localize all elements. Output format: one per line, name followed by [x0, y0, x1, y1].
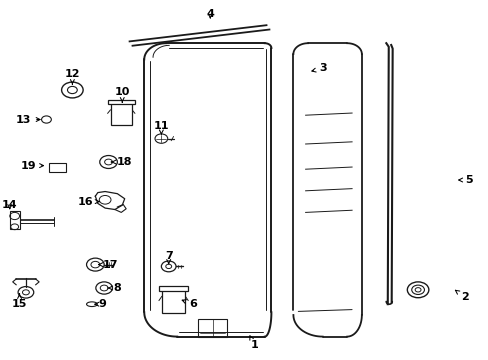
- Text: 4: 4: [206, 9, 214, 19]
- Bar: [110, 102, 132, 125]
- Text: 2: 2: [454, 290, 468, 302]
- Bar: [159, 286, 188, 291]
- Text: 3: 3: [311, 63, 326, 73]
- Text: 11: 11: [153, 121, 169, 134]
- Text: 7: 7: [164, 251, 172, 264]
- Text: 18: 18: [111, 157, 132, 167]
- Text: 5: 5: [458, 175, 472, 185]
- Text: 1: 1: [249, 336, 258, 350]
- Text: 8: 8: [108, 283, 121, 293]
- Ellipse shape: [86, 302, 97, 307]
- Text: 13: 13: [16, 114, 40, 125]
- Text: 6: 6: [182, 299, 197, 309]
- Text: 14: 14: [2, 200, 18, 210]
- Text: 19: 19: [20, 161, 43, 171]
- Bar: [10, 211, 20, 229]
- Bar: [198, 319, 227, 337]
- Bar: [162, 288, 185, 313]
- Circle shape: [411, 285, 424, 294]
- Text: 16: 16: [78, 197, 99, 207]
- Bar: [49, 163, 66, 172]
- Text: 9: 9: [95, 299, 106, 309]
- Text: 15: 15: [12, 294, 27, 309]
- Text: 17: 17: [99, 260, 118, 270]
- Bar: [107, 100, 135, 104]
- Text: 10: 10: [114, 87, 130, 102]
- Text: 12: 12: [64, 69, 80, 84]
